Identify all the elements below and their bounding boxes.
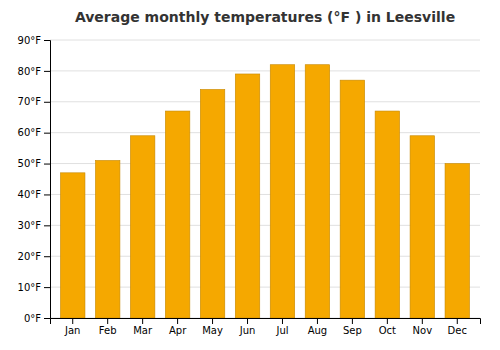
tick-mark	[44, 102, 50, 103]
bar	[340, 80, 364, 318]
chart: 0°F 10°F 20°F 30°F 40°F 50°F 60°F 70°F 80°F 90°F J…	[0, 0, 500, 350]
bar	[305, 65, 329, 318]
bar	[410, 136, 434, 318]
grid-line	[50, 40, 480, 41]
tick: 20°F	[18, 251, 50, 262]
tick-label: 80°F	[18, 66, 42, 77]
tick-label: 50°F	[18, 158, 42, 169]
bar	[235, 74, 259, 318]
tick: Feb	[99, 318, 117, 336]
tick-mark	[44, 164, 50, 165]
tick: Sep	[343, 318, 362, 336]
tick: Apr	[169, 318, 187, 336]
tick-label: 60°F	[18, 127, 42, 138]
tick-mark	[317, 318, 318, 324]
tick-mark	[177, 318, 178, 324]
tick-mark	[72, 318, 73, 324]
tick-label: Aug	[308, 325, 328, 336]
axis-line	[44, 41, 51, 319]
tick-label: Dec	[448, 325, 467, 336]
tick-mark	[212, 318, 213, 324]
title: Average monthly temperatures (°F ) in Le…	[75, 9, 455, 25]
tick: Dec	[448, 318, 467, 336]
tick: 30°F	[18, 220, 50, 231]
bar	[60, 173, 84, 318]
tick: Jan	[64, 318, 80, 336]
tick-label: Apr	[169, 325, 187, 336]
tick-label: 90°F	[18, 35, 42, 46]
tick-mark	[352, 318, 353, 324]
grid-line	[50, 101, 480, 102]
tick-mark	[422, 318, 423, 324]
bar	[200, 89, 224, 318]
y-axis: 0°F 10°F 20°F 30°F 40°F 50°F 60°F 70°F 80°F 90°F	[18, 35, 51, 324]
bars	[60, 65, 469, 318]
tick: Nov	[413, 318, 433, 336]
tick: May	[202, 318, 223, 336]
tick: 70°F	[18, 96, 50, 107]
bar	[130, 136, 154, 318]
axis-line	[51, 319, 481, 325]
tick-label: Jun	[239, 325, 256, 336]
tick: 90°F	[18, 35, 50, 46]
tick: Jul	[275, 318, 288, 336]
tick-label: Oct	[379, 325, 396, 336]
tick-mark	[44, 256, 50, 257]
tick-mark	[44, 40, 50, 41]
tick: Oct	[379, 318, 396, 336]
tick-label: May	[202, 325, 223, 336]
grid-line	[50, 70, 480, 71]
tick-label: 0°F	[24, 313, 41, 324]
tick: 80°F	[18, 66, 50, 77]
tick: Mar	[133, 318, 153, 336]
x-axis: Jan Feb Mar Apr May Jun Jul Aug Sep Oct Nov Dec	[51, 318, 481, 336]
tick-mark	[387, 318, 388, 324]
tick-label: 10°F	[18, 282, 42, 293]
bar	[445, 164, 469, 318]
tick-mark	[44, 194, 50, 195]
tick-mark	[44, 287, 50, 288]
bar	[270, 65, 294, 318]
tick: 50°F	[18, 158, 50, 169]
grid	[50, 40, 480, 318]
tick-label: 30°F	[18, 220, 42, 231]
tick-label: Feb	[99, 325, 117, 336]
tick-label: 20°F	[18, 251, 42, 262]
tick-mark	[107, 318, 108, 324]
bar	[95, 160, 119, 318]
tick-mark	[142, 318, 143, 324]
grid-line	[50, 132, 480, 133]
tick-mark	[247, 318, 248, 324]
tick-label: Jul	[275, 325, 288, 336]
tick: 0°F	[24, 313, 50, 324]
tick: 40°F	[18, 189, 50, 200]
tick-mark	[44, 225, 50, 226]
bar	[165, 111, 189, 318]
tick: Aug	[308, 318, 328, 336]
tick-label: Mar	[133, 325, 153, 336]
tick-mark	[44, 71, 50, 72]
tick-label: Nov	[413, 325, 433, 336]
tick-label: Sep	[343, 325, 362, 336]
tick: 60°F	[18, 127, 50, 138]
tick-label: Jan	[64, 325, 80, 336]
tick-label: 40°F	[18, 189, 42, 200]
tick-mark	[44, 318, 50, 319]
tick-label: 70°F	[18, 96, 42, 107]
bar	[375, 111, 399, 318]
tick-mark	[457, 318, 458, 324]
tick-mark	[44, 133, 50, 134]
tick-mark	[282, 318, 283, 324]
tick: Jun	[239, 318, 256, 336]
tick: 10°F	[18, 282, 50, 293]
